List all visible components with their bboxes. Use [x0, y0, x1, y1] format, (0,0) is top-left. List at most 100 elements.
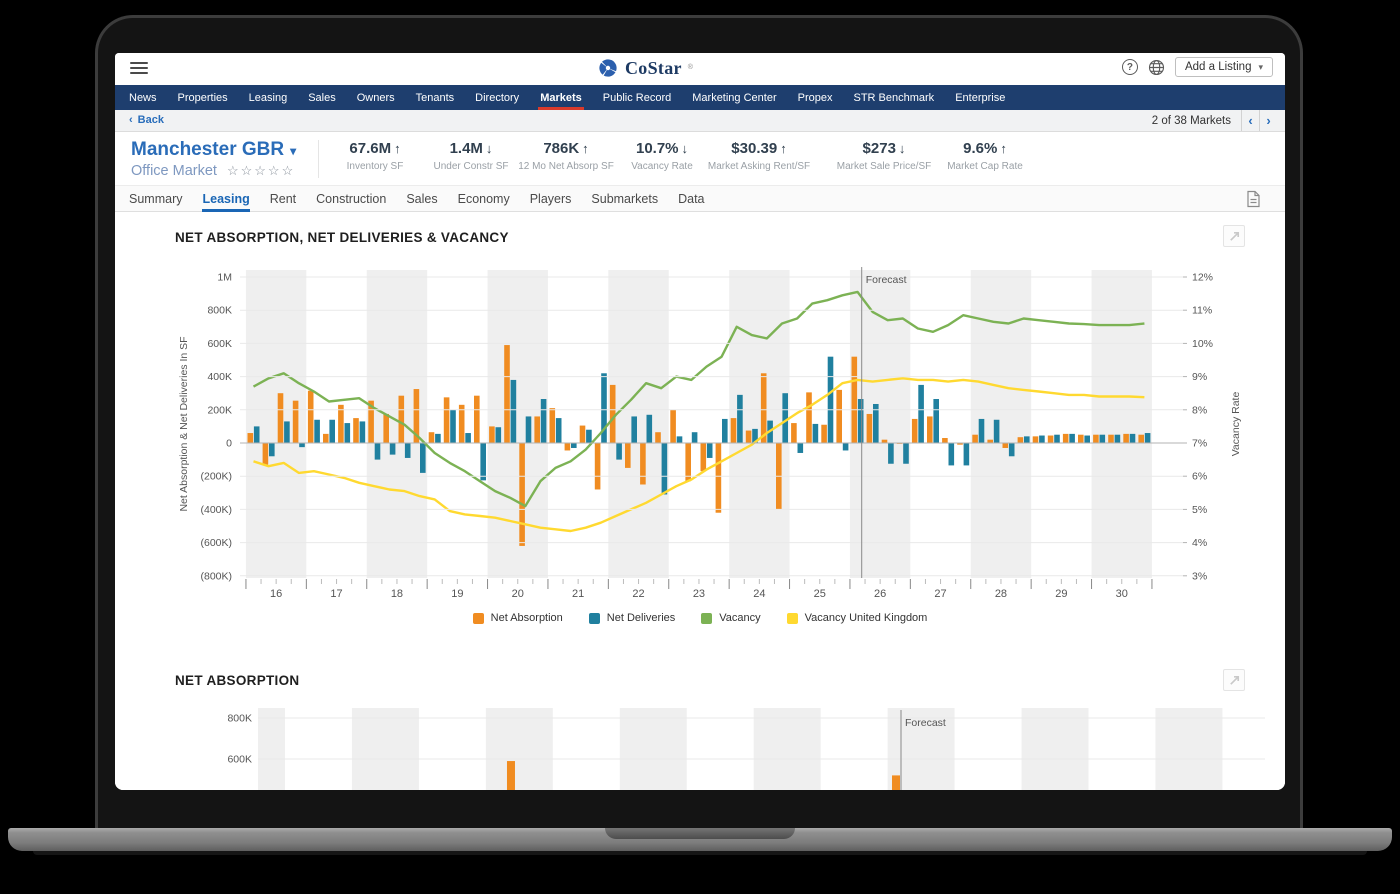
plot-area: [258, 708, 1223, 790]
nav-item-sales[interactable]: Sales: [308, 91, 336, 104]
legend-item-vacancy-united-kingdom[interactable]: Vacancy United Kingdom: [786, 612, 927, 624]
svg-text:6%: 6%: [1192, 471, 1207, 483]
svg-text:Forecast: Forecast: [866, 274, 907, 286]
svg-text:26: 26: [874, 588, 886, 600]
laptop-base: [8, 828, 1392, 855]
svg-text:27: 27: [934, 588, 946, 600]
stat-label: Under Constr SF: [433, 161, 509, 172]
svg-text:11%: 11%: [1192, 305, 1212, 317]
svg-text:Net Absorption & Net Deliverie: Net Absorption & Net Deliveries In SF: [178, 336, 190, 511]
svg-text:5%: 5%: [1192, 504, 1207, 516]
tab-submarkets[interactable]: Submarkets: [591, 191, 659, 206]
chart-legend: Net Absorption Net Deliveries Vacancy Vacan…: [115, 612, 1285, 624]
stat-label: 12 Mo Net Absorp SF: [518, 161, 614, 172]
legend-item-net-absorption[interactable]: Net Absorption: [472, 612, 563, 624]
nav-item-leasing[interactable]: Leasing: [248, 91, 288, 104]
tab-players[interactable]: Players: [529, 191, 572, 206]
svg-text:19: 19: [451, 588, 463, 600]
net-absorption-chart: 800K 600K Forecast: [227, 708, 1265, 790]
year-stripes: [258, 708, 1223, 790]
svg-text:12%: 12%: [1192, 272, 1213, 284]
laptop-notch: [605, 828, 795, 839]
stat-label: Market Asking Rent/SF: [707, 161, 811, 172]
trend-up-icon: ↑: [1000, 141, 1007, 156]
net-deliveries-bars: [253, 356, 1151, 495]
nav-item-tenants[interactable]: Tenants: [415, 91, 455, 104]
costar-logo[interactable]: CoStar ®: [597, 57, 693, 79]
market-subtitle: Office Market: [131, 163, 217, 179]
tab-summary[interactable]: Summary: [129, 191, 183, 206]
market-title-dropdown[interactable]: Manchester GBR ▾: [131, 139, 297, 160]
stat-label: Market Sale Price/SF: [836, 161, 932, 172]
nav-item-enterprise[interactable]: Enterprise: [955, 91, 1006, 104]
globe-icon[interactable]: [1148, 59, 1165, 76]
nav-item-marketing-center[interactable]: Marketing Center: [692, 91, 777, 104]
trend-down-icon: ↓: [485, 141, 493, 156]
trend-up-icon: ↑: [582, 141, 589, 156]
tab-data[interactable]: Data: [678, 191, 705, 206]
nav-item-propex[interactable]: Propex: [797, 91, 833, 104]
nav-item-directory[interactable]: Directory: [475, 91, 520, 104]
tab-construction[interactable]: Construction: [316, 191, 387, 206]
tab-leasing[interactable]: Leasing: [202, 186, 250, 212]
nav-item-news[interactable]: News: [129, 91, 157, 104]
logo-registered-mark: ®: [687, 64, 693, 71]
svg-text:400K: 400K: [207, 371, 232, 383]
laptop-screen: CoStar ® ? Add a Listing ▾ News Propertie…: [115, 53, 1285, 790]
svg-text:23: 23: [693, 588, 705, 600]
next-market-button[interactable]: ›: [1259, 110, 1277, 131]
help-icon[interactable]: ?: [1121, 59, 1138, 75]
back-button[interactable]: ‹ Back: [129, 114, 164, 126]
svg-text:Forecast: Forecast: [905, 717, 946, 729]
nav-item-public-record[interactable]: Public Record: [602, 91, 672, 104]
report-document-icon[interactable]: [1246, 190, 1261, 208]
caret-down-icon: ▾: [1258, 61, 1263, 72]
tab-sales[interactable]: Sales: [406, 191, 438, 206]
page-content: NET ABSORPTION, NET DELIVERIES & VACANCY…: [115, 212, 1285, 790]
chart1-title: NET ABSORPTION, NET DELIVERIES & VACANCY: [175, 230, 509, 245]
add-a-listing-button[interactable]: Add a Listing ▾: [1174, 57, 1273, 77]
svg-text:800K: 800K: [227, 713, 252, 725]
stat-value: $30.39 ↑: [731, 140, 787, 157]
stat-value: 10.7% ↓: [635, 140, 689, 157]
nav-item-properties[interactable]: Properties: [177, 91, 228, 104]
gridlines: [240, 276, 1187, 577]
tab-economy[interactable]: Economy: [457, 191, 510, 206]
legend-item-net-deliveries[interactable]: Net Deliveries: [588, 612, 675, 624]
stat-label: Market Cap Rate: [947, 161, 1023, 172]
svg-text:22: 22: [632, 588, 644, 600]
chart1-expand-icon[interactable]: [1223, 225, 1245, 247]
tab-rent[interactable]: Rent: [269, 191, 297, 206]
svg-text:(200K): (200K): [200, 471, 232, 483]
combo-chart: 1M 800K 600K 400K 200K 0 (200K) (400K) (600K) (80…: [178, 267, 1242, 600]
trend-down-icon: ↓: [681, 141, 689, 156]
svg-text:0: 0: [226, 438, 232, 450]
nav-item-str-benchmark[interactable]: STR Benchmark: [853, 91, 935, 104]
vacancy-uk-line: [253, 377, 1145, 533]
stat-value: 67.6M ↑: [349, 140, 401, 157]
svg-text:(800K): (800K): [200, 570, 232, 582]
stat-value: 1.4M ↓: [449, 140, 493, 157]
svg-text:800K: 800K: [207, 305, 232, 317]
svg-text:10%: 10%: [1192, 338, 1213, 350]
svg-text:20: 20: [512, 588, 524, 600]
svg-text:25: 25: [814, 588, 826, 600]
tabs-bar: Summary Leasing Rent Construction Sales Econo…: [115, 185, 1285, 212]
svg-text:8%: 8%: [1192, 404, 1207, 416]
chart2-expand-icon[interactable]: [1223, 669, 1245, 691]
nav-item-markets[interactable]: Markets: [538, 85, 584, 110]
trend-down-icon: ↓: [898, 141, 906, 156]
menu-icon[interactable]: [130, 62, 148, 76]
legend-label: Vacancy: [719, 612, 761, 624]
svg-text:16: 16: [270, 588, 282, 600]
stat-vacancy-rate: 10.7% ↓ Vacancy Rate: [631, 140, 693, 172]
stat-value: $273 ↓: [862, 140, 906, 157]
svg-text:28: 28: [995, 588, 1007, 600]
star-rating: ☆☆☆☆☆: [226, 163, 296, 178]
chevron-left-icon: ‹: [129, 114, 133, 126]
nav-item-owners[interactable]: Owners: [356, 91, 395, 104]
svg-text:24: 24: [753, 588, 765, 600]
legend-item-vacancy[interactable]: Vacancy: [701, 612, 761, 624]
previous-market-button[interactable]: ‹: [1241, 110, 1259, 131]
